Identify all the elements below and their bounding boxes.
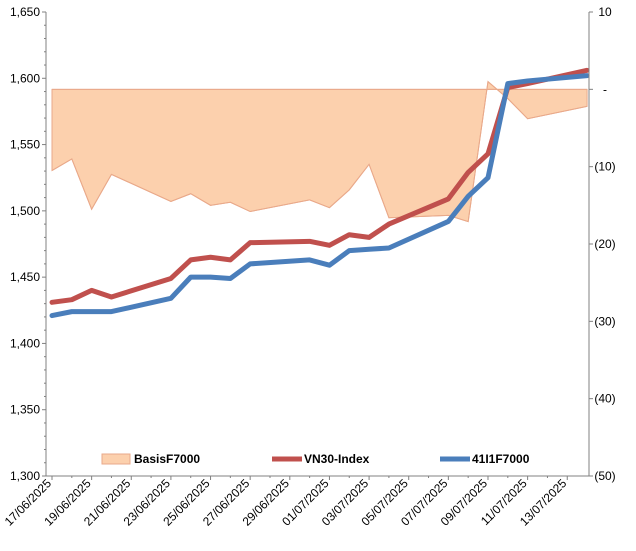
series-line-vn30-index	[49, 67, 590, 305]
y-left-tick-label: 1,600	[10, 71, 40, 85]
y-right-tick-label: 10	[598, 5, 612, 19]
y-right-tick-label: (40)	[594, 392, 615, 406]
y-right-tick-label: (10)	[594, 160, 615, 174]
y-left-tick-label: 1,300	[10, 469, 40, 483]
series-line-41i1f7000	[49, 73, 590, 319]
y-right-tick-label: -	[603, 82, 607, 96]
plot-area	[49, 67, 590, 319]
series-edge-basisf7000	[51, 80, 588, 223]
y-left-tick-label: 1,350	[10, 403, 40, 417]
y-left-tick-label: 1,650	[10, 5, 40, 19]
y-left-tick-label: 1,400	[10, 336, 40, 350]
legend-label-basisf7000: BasisF7000	[134, 452, 200, 466]
y-right-tick-label: (30)	[594, 314, 615, 328]
legend-label-41i1f7000: 41I1F7000	[472, 452, 530, 466]
legend-swatch-basisf7000	[101, 453, 131, 465]
y-left-tick-label: 1,450	[10, 270, 40, 284]
y-left-tick-label: 1,550	[10, 138, 40, 152]
series-area-basisf7000	[51, 80, 588, 223]
y-left-tick-label: 1,500	[10, 204, 40, 218]
y-right-tick-label: (20)	[594, 237, 615, 251]
y-right-tick-label: (50)	[594, 469, 615, 483]
legend: BasisF7000 VN30-Index 41I1F7000	[101, 452, 530, 466]
legend-label-vn30-index: VN30-Index	[304, 452, 370, 466]
